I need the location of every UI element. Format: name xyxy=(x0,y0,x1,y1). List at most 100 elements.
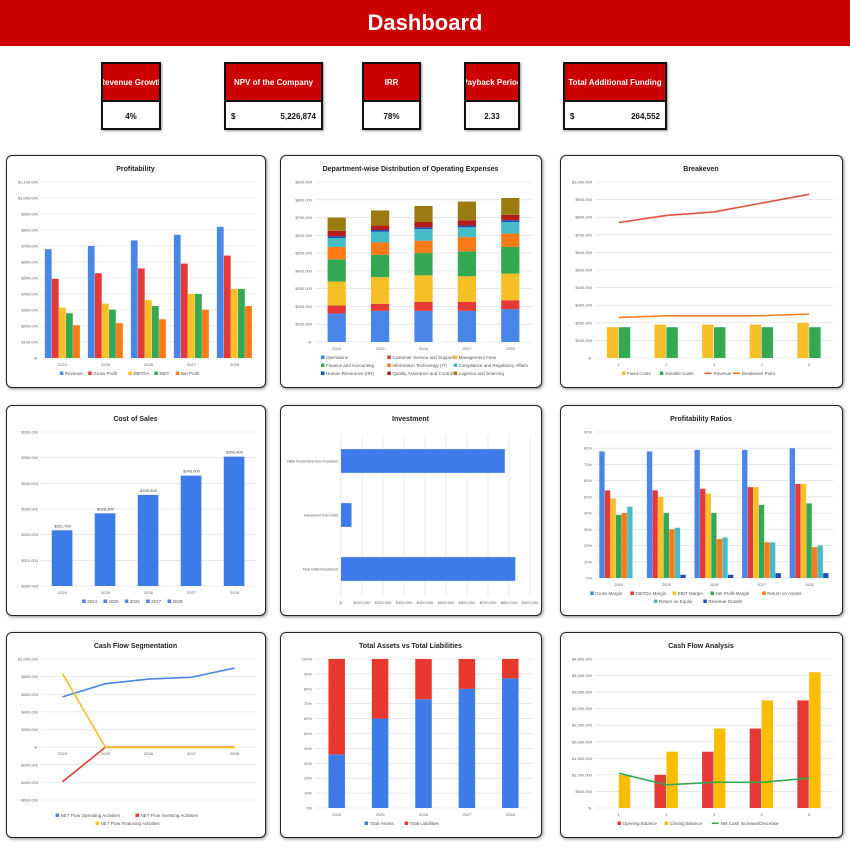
bar-ebit xyxy=(109,309,116,358)
legend-label: Gross Margin xyxy=(595,591,623,596)
legend-item-gross-margin: Gross Margin xyxy=(590,591,623,596)
legend-label: 2027 xyxy=(151,599,162,604)
legend-swatch xyxy=(321,355,325,359)
bar-segment-total-assets xyxy=(371,718,389,808)
breakeven-panel: Breakeven Fixed Costs Variable Costs Revenu… xyxy=(560,155,843,388)
legend-label: 2024 xyxy=(87,599,98,604)
y-tick-label: $- xyxy=(588,806,592,811)
y-tick-label: 70% xyxy=(304,701,312,706)
y-tick-label: $900,000 xyxy=(295,180,312,185)
bar-segment-customer-service-and-support xyxy=(501,300,520,310)
kpi-revenue-growth: Revenue Growth 4% xyxy=(101,62,161,130)
y-category-label: Initial Investment from Founders xyxy=(287,460,339,464)
bar-segment-logistics-and-sourcing xyxy=(457,201,477,221)
y-tick-label: 80% xyxy=(304,686,312,691)
kpi-currency: $ xyxy=(570,111,575,121)
x-tick-label: 2024 xyxy=(58,590,68,595)
bar-segment-logistics-and-sourcing xyxy=(327,217,346,231)
y-tick-label: $900,000 xyxy=(21,212,38,217)
page-title: Dashboard xyxy=(367,10,483,35)
y-tick-label: $1,000,000 xyxy=(18,196,39,201)
x-tick-label: 2 xyxy=(665,812,668,817)
y-tick-label: $400,000 xyxy=(21,709,38,714)
bar-gross-profit xyxy=(51,278,59,358)
x-tick-label: 3 xyxy=(713,362,716,367)
legend-swatch xyxy=(55,813,60,817)
y-tick-label: $200,000 xyxy=(295,304,312,309)
x-tick-label: 2024 xyxy=(58,362,68,367)
bar-closing-balance xyxy=(809,672,821,808)
y-tick-label: $3,500,000 xyxy=(572,690,593,695)
x-tick-label: 1 xyxy=(618,362,621,367)
bar-fixed-costs xyxy=(749,324,762,358)
bar-return-on-equity xyxy=(769,542,776,578)
y-tick-label: $600,000 xyxy=(21,260,38,265)
bar-investment-from-debt xyxy=(341,503,352,527)
y-tick-label: $700,000 xyxy=(295,215,312,220)
bar-return-on-equity xyxy=(722,537,728,578)
bar-ebitda xyxy=(58,307,66,358)
x-tick-label: $300,000 xyxy=(396,600,413,605)
bar-segment-human-resources-hr xyxy=(457,225,477,228)
y-tick-label: $200,000 xyxy=(21,324,38,329)
bar-variable-costs xyxy=(809,327,821,358)
x-tick-label: $600,000 xyxy=(459,600,476,605)
legend-label: 2026 xyxy=(130,599,141,604)
legend-item-ebit-margin: EBIT Margin xyxy=(672,591,703,596)
x-tick-label: 2028 xyxy=(805,582,815,587)
x-tick-label: $700,000 xyxy=(480,600,497,605)
y-tick-label: 50% xyxy=(584,494,592,499)
bar-cost-of-sales xyxy=(94,513,116,586)
legend-label: Opening Balance xyxy=(622,821,657,826)
x-tick-label: 2028 xyxy=(230,751,240,756)
legend-item-2025: 2025 xyxy=(103,599,119,604)
legend-item-return-on-assets: Return on Assets xyxy=(762,591,802,596)
legend-label: NET Flow Investing Activities xyxy=(141,813,199,818)
legend-swatch xyxy=(135,813,139,817)
legend-label: NET Flow Financing Activities xyxy=(101,821,161,826)
bar-segment-total-liabilities xyxy=(371,659,389,719)
y-tick-label: $400,000 xyxy=(21,292,38,297)
legend-item-total-liabilities: Total Liabilities xyxy=(404,821,440,826)
kpi-label: Payback Period xyxy=(466,64,518,102)
legend-label: Total Assets xyxy=(370,821,395,826)
legend-swatch xyxy=(590,591,594,595)
x-tick-label: 4 xyxy=(760,812,763,817)
legend-label: Quality Assurance and Control xyxy=(392,371,453,376)
bar-ebitda xyxy=(230,288,238,358)
bar-net-profit-margin xyxy=(758,505,765,578)
y-tick-label: $1,000,000 xyxy=(18,657,39,662)
data-label: $328,300 xyxy=(97,506,114,511)
bar-segment-operations xyxy=(327,313,346,342)
bar-gross-margin xyxy=(742,449,748,578)
legend-item-compliance-and-regulatory-affairs: Compliance and Regulatory Affairs xyxy=(453,363,529,368)
legend-swatch xyxy=(653,599,658,603)
kpi-label: Revenue Growth xyxy=(103,64,159,102)
x-tick-label: 2025 xyxy=(662,582,672,587)
bar-segment-customer-service-and-support xyxy=(457,302,477,311)
bar-gross-margin xyxy=(694,449,700,578)
bar-revenue xyxy=(130,240,138,358)
x-tick-label: 2024 xyxy=(58,751,68,756)
cash-flow-segmentation-panel: Cash Flow Segmentation NET Flow Operating… xyxy=(6,632,266,838)
y-tick-label: $800,000 xyxy=(575,215,592,220)
legend-label: Net Cash Increase/Decrease xyxy=(721,821,779,826)
bar-ebit xyxy=(66,313,73,358)
bar-segment-quality-assurance-and-control xyxy=(370,225,390,230)
legend: Fixed Costs Variable Costs Revenue Breakeve… xyxy=(622,371,776,376)
legend-swatch xyxy=(387,355,391,359)
bar-ebit-margin xyxy=(753,487,759,578)
bar-segment-human-resources-hr xyxy=(327,236,346,238)
bar-opening-balance xyxy=(797,700,809,808)
legend-swatch xyxy=(124,599,129,603)
legend-swatch xyxy=(404,821,409,825)
bar-segment-information-technology-it xyxy=(327,246,346,260)
y-tick-label: $320,000 xyxy=(21,532,38,537)
bar-segment-total-liabilities xyxy=(328,659,345,755)
legend-item-ebit: EBIT xyxy=(154,371,170,376)
chart-title: Total Assets vs Total Liabilities xyxy=(359,643,462,650)
y-tick-label: $800,000 xyxy=(295,197,312,202)
x-tick-label: 2028 xyxy=(230,590,240,595)
kpi-value: 5,226,874 xyxy=(280,111,316,121)
bar-initial-investment-from-founders xyxy=(341,449,505,473)
